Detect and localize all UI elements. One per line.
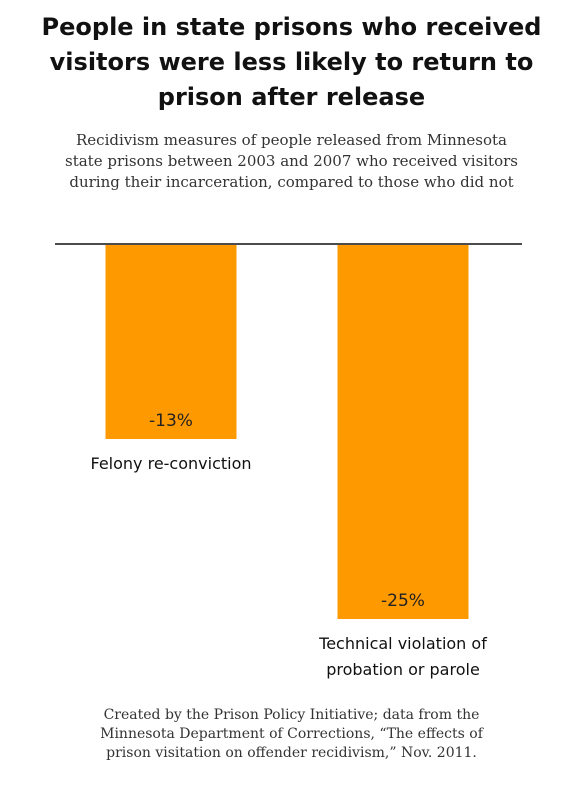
source-credit-line: prison visitation on offender recidivism… <box>106 745 477 761</box>
source-credit: Created by the Prison Policy Initiative;… <box>20 706 563 763</box>
bar-chart: -13% Felony re-conviction -25% Technical vi… <box>55 243 522 679</box>
category-label: Technical violation of <box>318 634 487 653</box>
source-credit-line: Created by the Prison Policy Initiative;… <box>103 707 480 723</box>
chart-subtitle-line: state prisons between 2003 and 2007 who … <box>65 152 518 170</box>
chart-title: People in state prisons who received vis… <box>20 10 563 115</box>
chart-subtitle: Recidivism measures of people released f… <box>10 130 573 193</box>
chart-title-line: People in state prisons who received <box>41 13 542 41</box>
chart-title-line: visitors were less likely to return to <box>49 48 534 76</box>
bar-value-label: -25% <box>381 591 425 611</box>
category-label: probation or parole <box>326 660 480 679</box>
chart-subtitle-line: during their incarceration, compared to … <box>69 173 514 191</box>
source-credit-line: Minnesota Department of Corrections, “Th… <box>100 726 483 742</box>
bar-value-label: -13% <box>149 411 193 431</box>
bar <box>337 245 469 619</box>
chart-title-line: prison after release <box>157 83 426 111</box>
bar <box>105 245 237 439</box>
chart-subtitle-line: Recidivism measures of people released f… <box>76 131 507 149</box>
category-label: Felony re-conviction <box>90 454 251 473</box>
